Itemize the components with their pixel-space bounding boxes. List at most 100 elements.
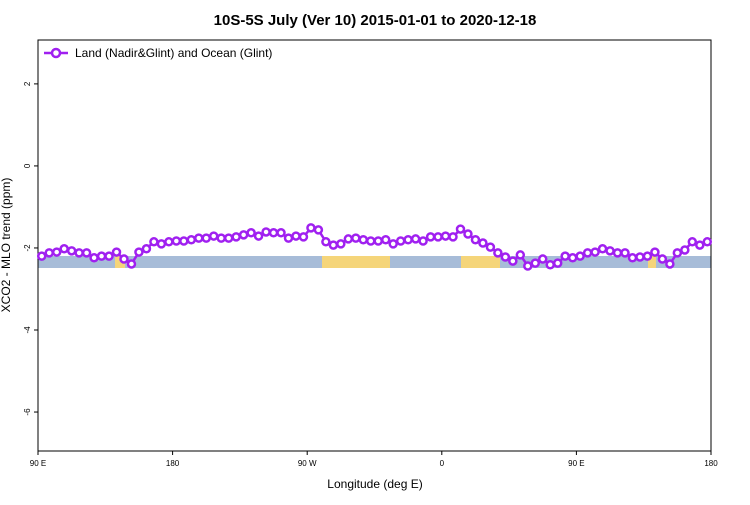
data-point xyxy=(680,245,690,255)
data-point xyxy=(500,252,511,262)
data-point xyxy=(44,248,54,258)
data-point xyxy=(485,242,496,252)
legend-label: Land (Nadir&Glint) and Ocean (Glint) xyxy=(75,46,272,60)
x-tick-label: 90 E xyxy=(568,459,584,468)
map-strip xyxy=(38,256,711,268)
data-point xyxy=(246,228,256,238)
data-point xyxy=(51,247,62,257)
data-point xyxy=(687,237,698,247)
data-point xyxy=(171,236,182,246)
data-point xyxy=(620,248,630,258)
data-point xyxy=(380,235,391,245)
land-band xyxy=(648,256,656,268)
data-point xyxy=(493,248,503,258)
data-point xyxy=(605,246,615,256)
data-point xyxy=(567,253,578,263)
data-point xyxy=(515,250,526,260)
data-point xyxy=(523,261,533,271)
data-point xyxy=(478,238,488,248)
data-point xyxy=(276,228,286,238)
data-point xyxy=(672,248,683,258)
data-point xyxy=(650,247,660,257)
data-point xyxy=(164,237,174,247)
x-axis-label: Longitude (deg E) xyxy=(327,477,422,491)
data-point xyxy=(448,232,458,242)
data-point xyxy=(268,228,279,238)
land-band xyxy=(115,256,125,268)
data-point xyxy=(373,236,383,246)
data-point xyxy=(418,236,428,246)
data-point xyxy=(298,232,309,242)
data-point xyxy=(111,247,122,257)
x-tick-label: 180 xyxy=(704,459,718,468)
data-point xyxy=(665,259,675,269)
y-axis-label: XCO2 - MLO trend (ppm) xyxy=(0,178,13,313)
data-point xyxy=(425,232,436,242)
data-point xyxy=(597,244,608,254)
data-point xyxy=(119,254,129,264)
data-point xyxy=(575,251,585,261)
data-point xyxy=(351,233,361,243)
x-tick-label: 90 E xyxy=(30,459,46,468)
chart-title: 10S-5S July (Ver 10) 2015-01-01 to 2020-… xyxy=(214,12,537,29)
data-point xyxy=(463,229,473,239)
data-point xyxy=(590,247,600,257)
data-point xyxy=(223,233,234,243)
data-point xyxy=(231,232,241,242)
y-tick-label: -6 xyxy=(23,408,32,416)
data-point xyxy=(141,244,152,254)
land-band xyxy=(461,256,500,268)
data-point xyxy=(89,253,99,263)
data-point xyxy=(440,231,451,241)
data-point xyxy=(216,233,226,243)
data-point xyxy=(306,223,316,233)
data-point xyxy=(134,247,144,257)
data-point xyxy=(695,240,705,250)
data-point xyxy=(328,240,339,250)
data-point xyxy=(36,251,47,261)
data-point xyxy=(59,244,69,254)
data-point xyxy=(657,254,668,264)
data-point xyxy=(627,253,638,263)
data-point xyxy=(126,259,137,269)
x-tick-label: 90 W xyxy=(298,459,317,468)
data-point xyxy=(261,227,271,237)
data-point xyxy=(530,258,541,268)
data-point xyxy=(291,231,301,241)
data-point xyxy=(560,251,570,261)
data-point xyxy=(283,233,294,243)
data-point xyxy=(410,234,421,244)
land-band xyxy=(322,256,390,268)
data-point xyxy=(366,236,376,246)
x-tick-label: 180 xyxy=(166,459,180,468)
data-point xyxy=(96,251,107,261)
data-point xyxy=(321,237,331,247)
data-point xyxy=(470,235,481,245)
data-point xyxy=(388,239,398,249)
data-point xyxy=(545,260,555,270)
data-point xyxy=(104,251,114,261)
data-point xyxy=(358,235,369,245)
legend-marker xyxy=(50,47,62,59)
data-point xyxy=(238,230,249,240)
y-tick-label: 0 xyxy=(23,163,32,168)
plot-frame xyxy=(37,39,712,452)
data-point xyxy=(702,237,713,247)
data-point xyxy=(186,235,197,245)
data-point xyxy=(455,224,466,234)
data-point xyxy=(66,246,77,256)
y-tick-label: -2 xyxy=(23,244,32,252)
data-point xyxy=(552,258,563,268)
data-point xyxy=(194,233,204,243)
data-point xyxy=(313,225,324,235)
data-point xyxy=(149,237,159,247)
data-point xyxy=(81,248,92,258)
data-point xyxy=(201,233,211,243)
data-point xyxy=(582,248,593,258)
data-point xyxy=(208,231,219,241)
data-point xyxy=(179,236,189,246)
data-point xyxy=(403,235,413,245)
data-point xyxy=(253,231,264,241)
